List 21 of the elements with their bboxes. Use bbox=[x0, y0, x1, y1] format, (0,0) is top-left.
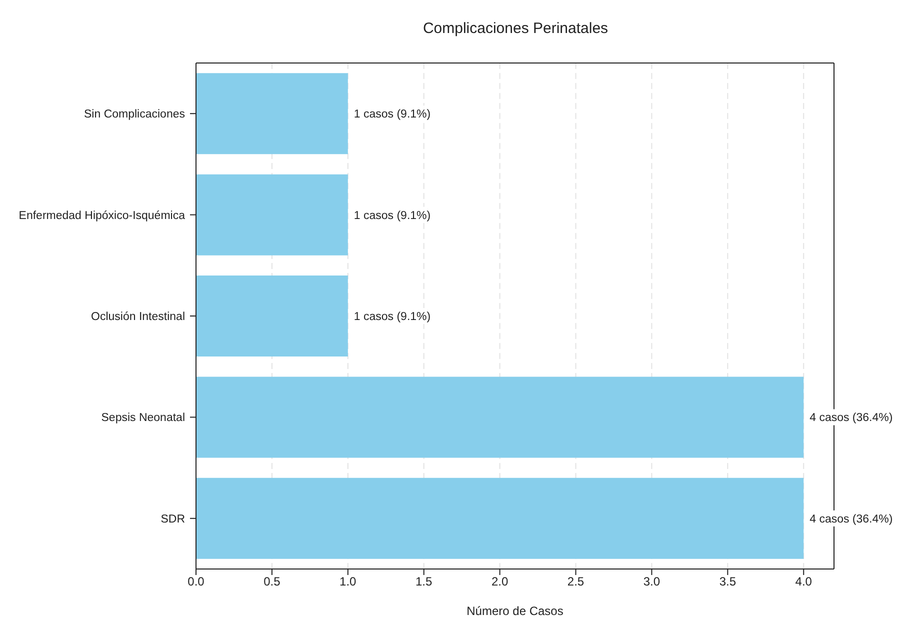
x-tick-label: 3.5 bbox=[719, 574, 736, 589]
x-tick-label: 2.5 bbox=[567, 574, 584, 589]
data-label: 1 casos (9.1%) bbox=[354, 210, 431, 222]
data-label: 4 casos (36.4%) bbox=[810, 513, 893, 526]
x-tick-label: 0.5 bbox=[264, 574, 281, 589]
y-tick-label: Sin Complicaciones bbox=[84, 108, 186, 121]
y-tick-label: Oclusión Intestinal bbox=[91, 311, 185, 323]
x-tick-label: 3.0 bbox=[643, 574, 660, 589]
y-tick-label: Enfermedad Hipóxico-Isquémica bbox=[18, 210, 186, 222]
x-tick-label: 2.0 bbox=[491, 574, 508, 589]
data-label: 4 casos (36.4%) bbox=[810, 412, 893, 424]
y-tick-label: Sepsis Neonatal bbox=[101, 412, 185, 424]
y-tick-label: SDR bbox=[160, 513, 185, 526]
x-tick-label: 1.5 bbox=[416, 574, 433, 589]
x-tick-label: 1.0 bbox=[340, 574, 357, 589]
x-tick-label: 4.0 bbox=[795, 574, 812, 589]
data-label: 1 casos (9.1%) bbox=[354, 311, 431, 324]
x-tick-label: 0.0 bbox=[188, 574, 205, 589]
chart-title: Complicaciones Perinatales bbox=[422, 20, 610, 37]
data-label: 1 casos (9.1%) bbox=[354, 108, 431, 121]
x-axis-title: Número de Casos bbox=[466, 604, 564, 618]
